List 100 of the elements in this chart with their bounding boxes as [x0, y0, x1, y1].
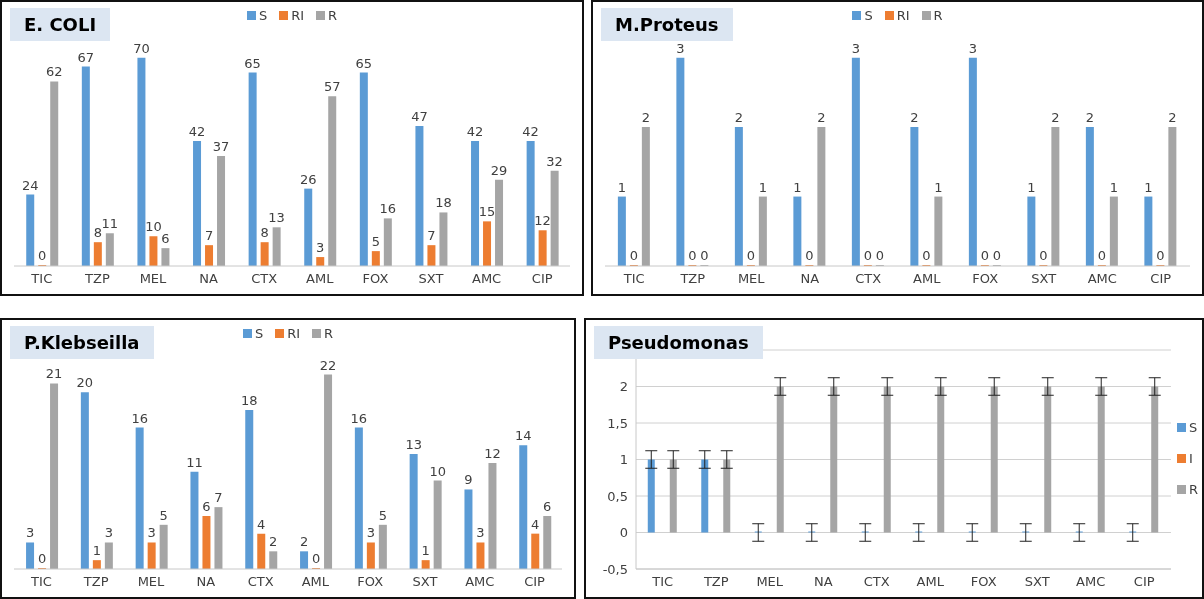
x-tick-label: NA	[199, 271, 219, 287]
data-label: 65	[355, 55, 373, 71]
data-label: 37	[212, 138, 230, 154]
x-tick-label: TZP	[84, 271, 110, 287]
data-label: 1	[1144, 179, 1153, 195]
legend-label: RI	[290, 8, 305, 23]
data-label: 3	[851, 40, 861, 56]
legend-label: R	[323, 326, 334, 341]
x-tick-label: TIC	[622, 271, 645, 287]
data-label: 24	[21, 177, 39, 193]
x-tick-label: FOX	[970, 574, 997, 590]
data-label: 0	[922, 248, 931, 263]
data-label: 0	[1039, 248, 1048, 263]
legend-label: RI	[895, 8, 910, 23]
data-label: 8	[260, 225, 269, 241]
data-label: 1	[1027, 179, 1036, 195]
data-label: 22	[319, 357, 337, 373]
data-label: 7	[427, 228, 436, 244]
data-label: 1	[793, 179, 802, 195]
data-label: 10	[429, 463, 446, 479]
data-label: 6	[161, 231, 170, 247]
data-label: 1	[758, 179, 768, 195]
x-tick-label: CIP	[524, 574, 546, 590]
legend-label: R	[932, 8, 943, 23]
data-label: 1	[92, 543, 101, 559]
data-label: 18	[435, 195, 452, 211]
data-label: 2	[1051, 110, 1060, 126]
x-tick-label: SXT	[418, 271, 444, 287]
legend-label: RI	[286, 326, 301, 341]
data-label: 4	[257, 516, 266, 532]
data-label: 3	[476, 525, 485, 541]
data-label: 3	[25, 525, 35, 541]
data-label: 0	[863, 248, 873, 263]
x-tick-label: SXT	[412, 574, 438, 590]
data-label: 1	[421, 543, 430, 559]
x-tick-label: NA	[800, 271, 820, 287]
legend-label: S	[257, 8, 268, 23]
legend-label: S	[863, 8, 873, 23]
data-label: 15	[478, 204, 496, 220]
x-tick-label: AMC	[472, 271, 502, 287]
data-label: 0	[629, 248, 639, 263]
data-label: 1	[1109, 179, 1119, 195]
data-label: 3	[676, 40, 685, 56]
x-tick-label: MEL	[139, 271, 168, 287]
x-tick-label: AML	[916, 574, 945, 590]
data-label: 8	[93, 225, 102, 241]
x-tick-label: AML	[306, 271, 335, 287]
x-tick-label: TIC	[651, 574, 674, 590]
legend-label: I	[1187, 451, 1194, 466]
x-tick-label: AMC	[1076, 574, 1106, 590]
data-label: 5	[371, 234, 380, 250]
data-label: 20	[76, 375, 94, 391]
x-tick-label: CTX	[251, 271, 278, 287]
data-label: 62	[45, 64, 63, 80]
data-label: 12	[534, 213, 551, 229]
data-label: 13	[405, 437, 422, 453]
data-label: 26	[299, 171, 317, 187]
data-label: 3	[968, 40, 978, 56]
data-label: 16	[131, 410, 148, 426]
data-label: 2	[734, 110, 744, 126]
y-tick-label: 0	[619, 525, 628, 541]
x-tick-label: TZP	[679, 271, 706, 287]
x-tick-label: AML	[913, 271, 942, 287]
data-label: 0	[688, 248, 697, 263]
data-label: 3	[366, 525, 375, 541]
data-label: 4	[531, 516, 540, 532]
data-label: 65	[244, 55, 261, 71]
data-label: 13	[268, 210, 285, 226]
x-tick-label: CIP	[1133, 574, 1155, 590]
chart-title: M.Proteus	[601, 8, 733, 41]
legend-label: S	[1187, 420, 1198, 435]
data-label: 10	[145, 219, 162, 235]
data-label: 70	[133, 40, 150, 56]
data-label: 1	[934, 179, 943, 195]
data-label: 0	[311, 551, 321, 566]
data-label: 3	[316, 240, 325, 256]
y-tick-label: 1	[619, 452, 628, 468]
data-label: 29	[490, 162, 508, 178]
x-tick-label: FOX	[972, 271, 999, 287]
x-tick-label: NA	[813, 574, 833, 590]
legend-label: R	[1187, 482, 1198, 497]
data-label: 12	[484, 445, 501, 461]
data-label: 2	[817, 110, 826, 126]
data-label: 9	[464, 472, 473, 488]
x-tick-label: TZP	[702, 574, 729, 590]
data-label: 0	[38, 248, 47, 263]
x-tick-label: TIC	[29, 574, 52, 590]
data-label: 11	[186, 454, 203, 470]
x-tick-label: SXT	[1031, 271, 1057, 287]
x-tick-label: TIC	[30, 271, 53, 287]
x-tick-label: AML	[301, 574, 330, 590]
data-label: 7	[214, 490, 223, 506]
x-tick-label: MEL	[137, 574, 166, 590]
data-label: 6	[202, 498, 211, 514]
data-label: 47	[411, 109, 428, 125]
data-label: 14	[514, 428, 532, 444]
data-label: 3	[104, 525, 113, 541]
data-label: 2	[910, 110, 919, 126]
chart-title: Pseudomonas	[594, 326, 763, 359]
x-tick-label: NA	[196, 574, 216, 590]
